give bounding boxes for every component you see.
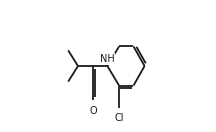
Text: Cl: Cl [114,113,124,123]
Text: NH: NH [100,54,115,64]
Text: O: O [89,106,97,116]
